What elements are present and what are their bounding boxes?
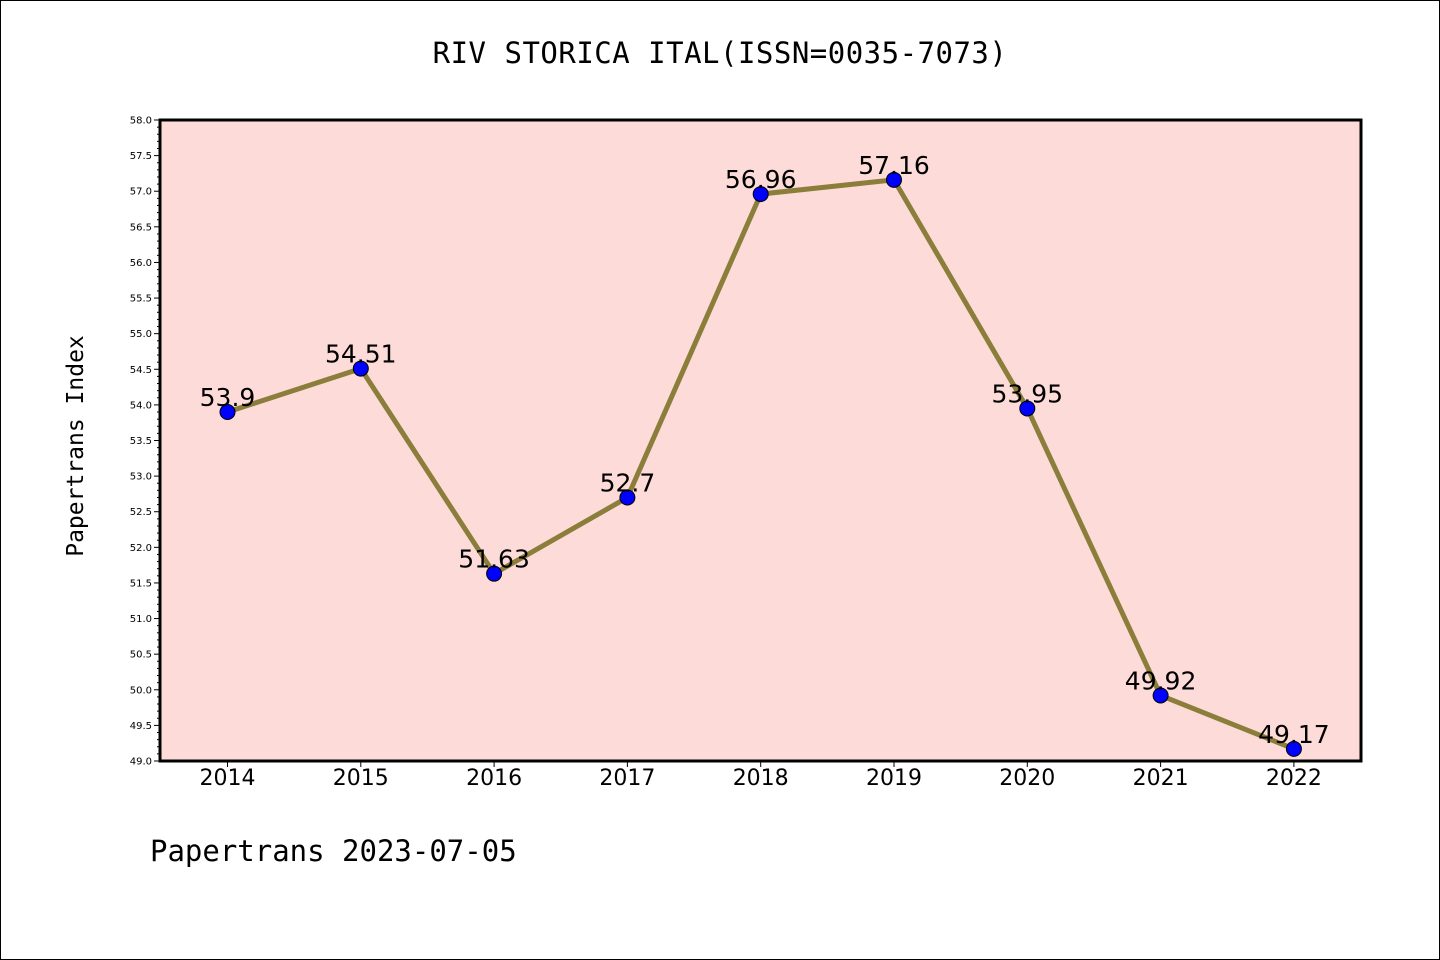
data-label: 52.7 bbox=[600, 468, 656, 497]
footer-credit: Papertrans 2023-07-05 bbox=[150, 834, 517, 868]
x-tick-label: 2017 bbox=[599, 766, 655, 791]
y-tick-label: 50.0 bbox=[130, 685, 152, 696]
y-tick-label: 51.5 bbox=[130, 578, 152, 589]
x-tick-label: 2018 bbox=[733, 766, 789, 791]
data-point bbox=[1285, 740, 1302, 757]
y-tick-label: 53.5 bbox=[130, 436, 152, 447]
x-tick-label: 2015 bbox=[333, 766, 389, 791]
data-point bbox=[752, 186, 769, 203]
data-point bbox=[619, 489, 636, 506]
data-label: 53.95 bbox=[992, 379, 1064, 408]
data-point bbox=[486, 565, 503, 582]
y-tick-label: 54.5 bbox=[130, 365, 152, 376]
x-tick-label: 2021 bbox=[1133, 766, 1189, 791]
y-tick-label: 52.0 bbox=[130, 543, 152, 554]
x-tick-label: 2019 bbox=[866, 766, 922, 791]
data-label: 57.16 bbox=[858, 151, 930, 180]
y-tick-label: 52.5 bbox=[130, 507, 152, 518]
x-tick-label: 2020 bbox=[999, 766, 1055, 791]
data-label: 51.63 bbox=[458, 545, 530, 574]
data-points bbox=[219, 171, 1302, 757]
data-point bbox=[1152, 687, 1169, 704]
y-tick-label: 57.0 bbox=[130, 187, 152, 198]
data-label: 54.51 bbox=[325, 340, 397, 369]
y-tick-label: 56.0 bbox=[130, 258, 152, 269]
data-point bbox=[352, 360, 369, 377]
data-point bbox=[886, 171, 902, 188]
y-tick-label: 55.5 bbox=[130, 294, 152, 305]
y-tick-label: 58.0 bbox=[130, 116, 152, 127]
y-tick-label: 53.0 bbox=[130, 472, 152, 483]
y-axis-ticks: 49.0 49.5 50.0 50.5 51.0 51.5 52.0 52.5 53.0 53.5… bbox=[130, 116, 160, 768]
plot-area bbox=[160, 120, 1361, 761]
data-label: 53.9 bbox=[200, 383, 256, 412]
y-tick-label: 49.0 bbox=[130, 757, 152, 768]
y-tick-label: 57.5 bbox=[130, 151, 152, 162]
x-axis-ticks: 2014 2015 2016 2017 2018 2019 2020 2021 2022 bbox=[200, 761, 1322, 791]
y-tick-label: 50.5 bbox=[130, 650, 152, 661]
x-tick-label: 2022 bbox=[1266, 766, 1322, 791]
data-labels: 53.9 54.51 51.63 52.7 56.96 57.16 53.95 49.92 49… bbox=[200, 151, 1330, 749]
y-tick-label: 56.5 bbox=[130, 222, 152, 233]
data-point bbox=[1019, 400, 1036, 417]
x-tick-label: 2014 bbox=[200, 766, 256, 791]
y-tick-label: 49.5 bbox=[130, 721, 152, 732]
data-point bbox=[219, 404, 236, 421]
data-label: 49.92 bbox=[1125, 666, 1197, 695]
y-tick-label: 54.0 bbox=[130, 400, 152, 411]
data-label: 49.17 bbox=[1258, 720, 1330, 749]
plot-border bbox=[158, 118, 1363, 763]
y-tick-label: 55.0 bbox=[130, 329, 152, 340]
x-tick-label: 2016 bbox=[466, 766, 522, 791]
chart-title: RIV STORICA ITAL(ISSN=0035-7073) bbox=[432, 36, 1008, 70]
data-label: 56.96 bbox=[725, 165, 797, 194]
y-tick-label: 51.0 bbox=[130, 614, 152, 625]
